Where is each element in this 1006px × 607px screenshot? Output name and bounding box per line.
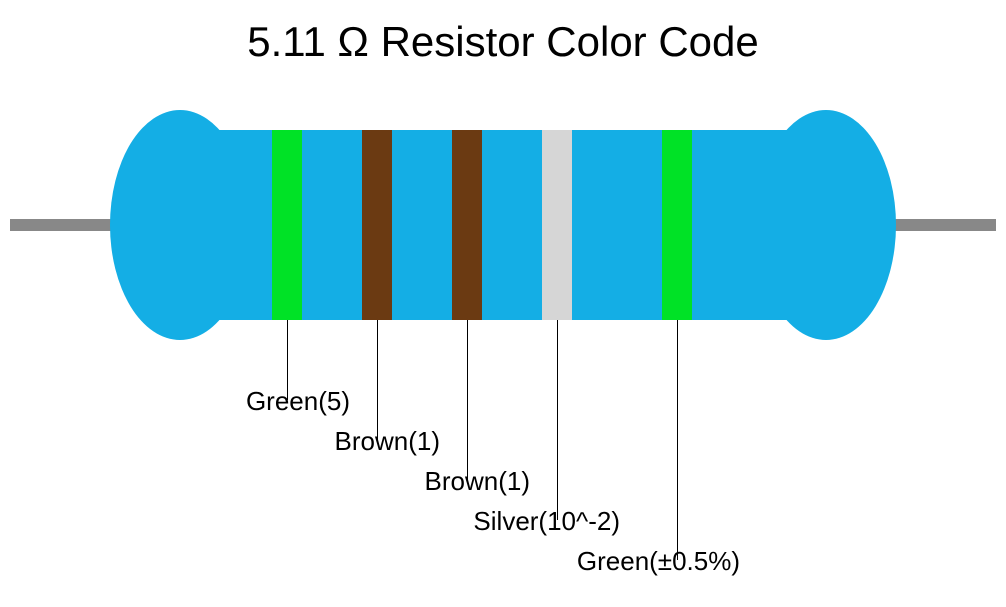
callout-line-tolerance [677, 320, 678, 560]
callout-label-digit2: Brown(1) [335, 426, 440, 457]
callout-label-multiplier: Silver(10^-2) [473, 506, 620, 537]
callout-label-digit3: Brown(1) [425, 466, 530, 497]
band-multiplier [542, 130, 572, 320]
callout-line-digit3 [467, 320, 468, 480]
callout-line-digit2 [377, 320, 378, 440]
callout-label-digit1: Green(5) [246, 386, 350, 417]
callout-line-multiplier [557, 320, 558, 520]
callout-label-tolerance: Green(±0.5%) [577, 546, 740, 577]
band-digit2 [362, 130, 392, 320]
band-digit3 [452, 130, 482, 320]
band-tolerance [662, 130, 692, 320]
band-digit1 [272, 130, 302, 320]
page-title: 5.11 Ω Resistor Color Code [0, 18, 1006, 66]
